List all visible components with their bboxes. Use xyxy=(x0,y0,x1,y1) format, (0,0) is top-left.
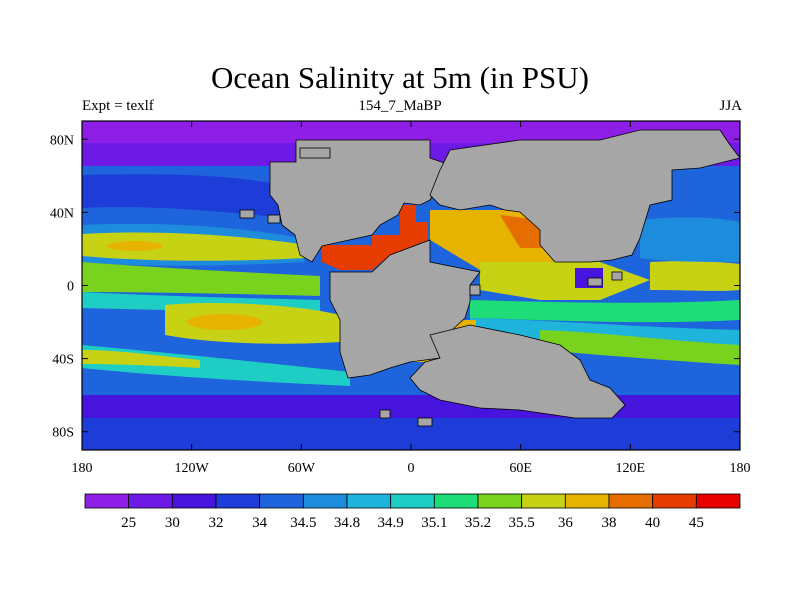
west-pacific-gyre xyxy=(650,261,740,291)
x-tick-label: 60W xyxy=(288,461,316,476)
colorbar: 25 30 32 34 34.5 34.8 34.9 35.1 35.2 35.5 36 38 40 45 xyxy=(84,493,741,531)
colorbar-label: 35.5 xyxy=(509,515,535,531)
y-tick-label: 0 xyxy=(67,280,74,295)
y-tick-label: 40S xyxy=(52,353,74,368)
y-tick-label: 40N xyxy=(50,206,74,221)
arctic-freshest-band xyxy=(82,121,740,143)
island-e xyxy=(469,284,481,296)
laurasia-west xyxy=(269,139,451,263)
gondwana-east xyxy=(409,324,626,419)
colorbar-swatch xyxy=(390,493,435,509)
equatorial-pacific-band xyxy=(82,262,320,296)
colorbar-swatch xyxy=(259,493,304,509)
colorbar-label: 35.1 xyxy=(421,515,447,531)
laurasia-east xyxy=(429,129,740,263)
north-pacific-band xyxy=(82,174,300,220)
west-pacific-north-band xyxy=(640,217,740,262)
landmasses xyxy=(239,129,740,427)
y-tick-label: 80N xyxy=(50,133,74,148)
south-pacific-gyre-core xyxy=(187,314,263,330)
period-label: 154_7_MaBP xyxy=(358,98,442,114)
map-title: Ocean Salinity at 5m (in PSU) xyxy=(211,60,589,95)
colorbar-swatch xyxy=(84,493,130,509)
north-pacific-gyre xyxy=(82,232,305,261)
tethys-south-band xyxy=(480,262,650,300)
colorbar-swatch xyxy=(608,493,654,509)
colorbar-label: 38 xyxy=(602,515,617,531)
colorbar-swatch xyxy=(695,493,741,509)
season-label: JJA xyxy=(719,98,742,114)
arctic-island xyxy=(299,147,331,159)
island-c xyxy=(611,271,623,281)
colorbar-swatch xyxy=(302,493,348,509)
x-tick-label: 120E xyxy=(616,461,646,476)
x-tick-label: 180 xyxy=(72,461,93,476)
x-tick-label: 120W xyxy=(175,461,210,476)
longitude-ticks: 180 120W 60W 0 60E 120E 180 xyxy=(72,121,751,476)
island-g xyxy=(417,417,433,427)
colorbar-label: 34.8 xyxy=(334,515,360,531)
colorbar-swatch xyxy=(521,493,566,509)
y-tick-label: 80S xyxy=(52,426,74,441)
island-d xyxy=(587,277,603,287)
map-plot-area xyxy=(82,121,740,450)
colorbar-swatch xyxy=(564,493,610,509)
colorbar-swatch xyxy=(346,493,392,509)
island-f xyxy=(379,409,391,419)
north-pacific-gyre-core xyxy=(107,241,163,251)
x-tick-label: 0 xyxy=(408,461,415,476)
latitude-ticks: 80N 40N 0 40S 80S xyxy=(50,133,740,441)
colorbar-label: 34.5 xyxy=(290,515,316,531)
colorbar-label: 40 xyxy=(645,515,660,531)
colorbar-swatch xyxy=(433,493,479,509)
colorbar-swatch xyxy=(477,493,523,509)
colorbar-label: 32 xyxy=(209,515,224,531)
colorbar-label: 36 xyxy=(558,515,574,531)
south-pacific-west-band xyxy=(82,350,200,368)
island-b xyxy=(267,214,281,224)
colorbar-label: 45 xyxy=(689,515,704,531)
east-equatorial-band xyxy=(470,300,740,323)
colorbar-swatch xyxy=(128,493,173,509)
island-a xyxy=(239,209,255,219)
experiment-label: Expt = texlf xyxy=(82,98,154,114)
colorbar-swatch xyxy=(215,493,261,509)
proto-atlantic-high-salinity xyxy=(322,205,428,270)
indian-gyre-band xyxy=(540,330,740,365)
x-tick-label: 180 xyxy=(730,461,751,476)
colorbar-label: 35.2 xyxy=(465,515,491,531)
x-tick-label: 60E xyxy=(509,461,532,476)
colorbar-swatch xyxy=(652,493,697,509)
colorbar-swatch xyxy=(171,493,217,509)
colorbar-label: 34.9 xyxy=(378,515,404,531)
colorbar-label: 25 xyxy=(121,515,136,531)
colorbar-label: 30 xyxy=(165,515,180,531)
colorbar-label: 34 xyxy=(252,515,268,531)
